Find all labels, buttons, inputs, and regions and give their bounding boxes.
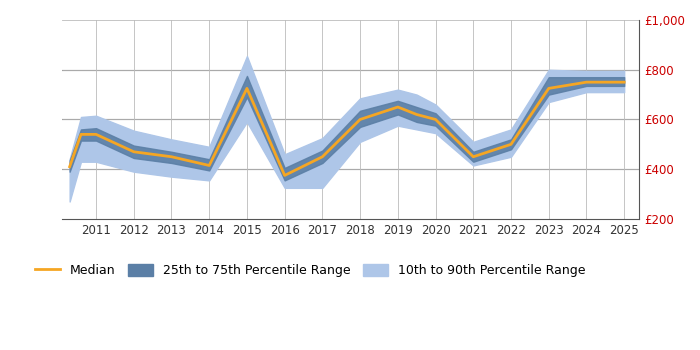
Legend: Median, 25th to 75th Percentile Range, 10th to 90th Percentile Range: Median, 25th to 75th Percentile Range, 1… bbox=[30, 259, 591, 282]
